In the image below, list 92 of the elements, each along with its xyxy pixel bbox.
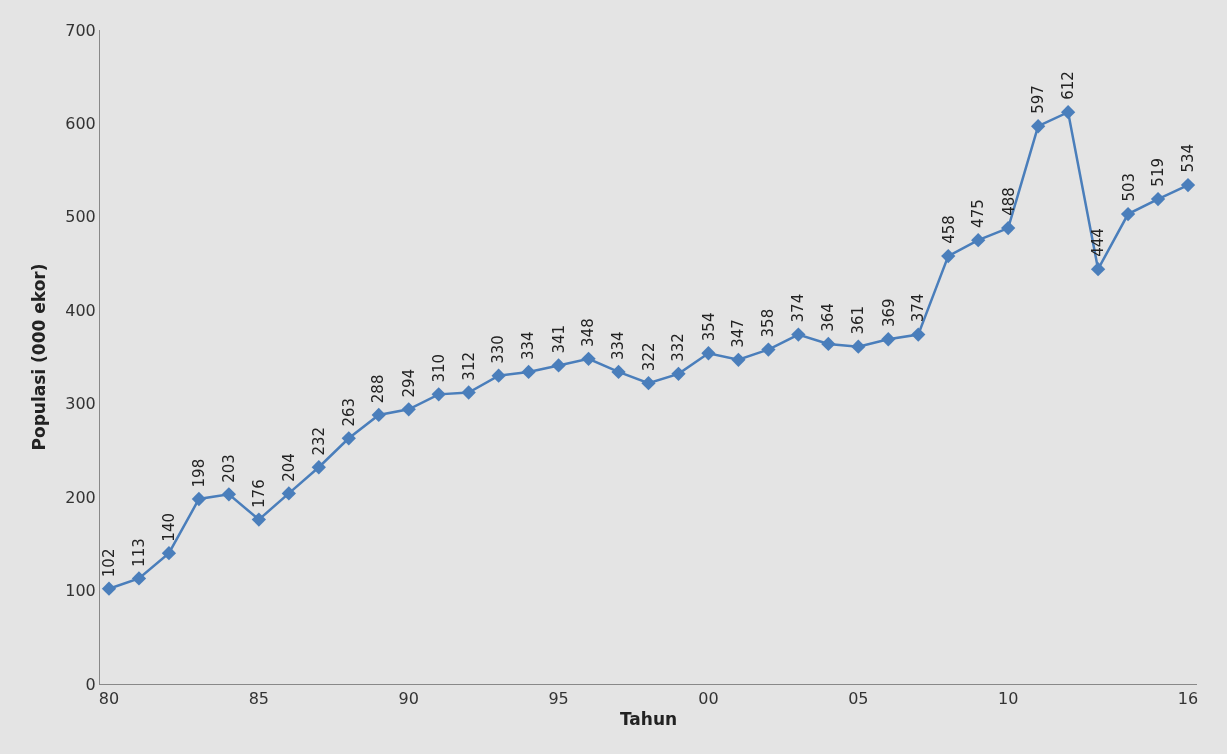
y-tick-label: 700 — [65, 20, 96, 40]
point — [971, 233, 986, 248]
data-label: 102 — [99, 548, 118, 578]
point — [371, 407, 386, 423]
data-label: 354 — [699, 312, 718, 342]
data-label: 322 — [639, 342, 658, 372]
point — [551, 358, 566, 373]
x-tick-label: 95 — [548, 689, 569, 709]
data-label: 176 — [249, 479, 268, 508]
x-tick-label: 00 — [698, 689, 719, 709]
point — [1030, 119, 1046, 134]
data-label: 374 — [789, 293, 808, 323]
x-tick-label: 10 — [997, 689, 1019, 709]
data-label: 113 — [130, 538, 149, 567]
point — [131, 571, 147, 586]
point — [821, 336, 836, 352]
point — [101, 581, 117, 596]
point — [401, 402, 416, 417]
point — [191, 491, 207, 507]
data-label: 503 — [1119, 172, 1138, 202]
data-label: 458 — [939, 215, 958, 244]
y-tick-label: 200 — [65, 487, 96, 507]
point — [611, 364, 626, 380]
data-label: 444 — [1089, 228, 1108, 257]
y-axis-title: Populasi (000 ekor) — [28, 263, 49, 451]
y-tick-label: 100 — [65, 581, 96, 601]
point — [1060, 105, 1076, 120]
point — [431, 387, 446, 402]
point — [281, 486, 296, 501]
data-label: 140 — [160, 513, 179, 542]
point — [581, 351, 596, 367]
x-tick-label: 90 — [398, 689, 419, 709]
data-label: 198 — [190, 458, 209, 488]
data-label: 519 — [1149, 158, 1168, 187]
point — [1001, 220, 1016, 236]
x-tick-label: 05 — [848, 689, 869, 709]
data-label: 348 — [579, 318, 598, 347]
point — [1150, 191, 1166, 207]
data-label: 312 — [459, 352, 478, 381]
data-label: 203 — [220, 454, 239, 483]
point — [941, 248, 956, 264]
point — [851, 339, 866, 354]
point — [1120, 206, 1136, 222]
point — [1090, 262, 1106, 277]
point — [671, 366, 686, 381]
y-tick-label: 400 — [65, 300, 96, 320]
point — [521, 364, 536, 380]
point — [911, 327, 926, 342]
point — [731, 352, 746, 367]
data-label: 597 — [1029, 85, 1048, 114]
data-label: 288 — [369, 374, 388, 404]
data-label: 204 — [279, 453, 298, 482]
data-label: 347 — [729, 319, 748, 348]
x-tick-label: 80 — [98, 689, 120, 709]
data-label: 330 — [489, 335, 508, 364]
point — [161, 546, 177, 561]
x-axis-title: Tahun — [619, 708, 678, 729]
data-label: 374 — [909, 293, 928, 323]
y-tick-label: 600 — [65, 114, 96, 134]
point — [1180, 177, 1196, 193]
point — [311, 460, 326, 475]
y-tick-label: 500 — [65, 207, 96, 227]
data-label: 334 — [609, 331, 628, 360]
y-tick-label: 300 — [65, 394, 96, 414]
data-label: 341 — [549, 324, 568, 354]
data-label: 334 — [519, 331, 538, 361]
data-label: 612 — [1059, 71, 1078, 100]
data-label: 358 — [759, 308, 778, 338]
data-label: 369 — [879, 298, 898, 328]
data-label: 361 — [849, 305, 868, 335]
point — [761, 342, 776, 357]
point — [641, 376, 656, 391]
data-label: 364 — [818, 303, 837, 332]
point — [461, 385, 476, 400]
data-label: 263 — [339, 397, 358, 427]
point — [341, 431, 356, 446]
y-tick-label: 0 — [85, 674, 96, 694]
point — [491, 368, 506, 383]
x-tick-label: 85 — [248, 689, 270, 709]
data-label: 475 — [969, 199, 988, 228]
data-label: 294 — [399, 368, 418, 398]
data-label: 488 — [999, 187, 1018, 216]
point — [221, 487, 237, 502]
point — [251, 512, 267, 527]
x-tick-label: 16 — [1177, 689, 1199, 709]
data-label: 534 — [1179, 143, 1198, 173]
point — [881, 332, 896, 347]
data-label: 232 — [310, 426, 329, 456]
point — [791, 327, 806, 342]
point — [701, 346, 716, 361]
data-label: 310 — [429, 353, 448, 383]
data-label: 332 — [669, 333, 688, 362]
